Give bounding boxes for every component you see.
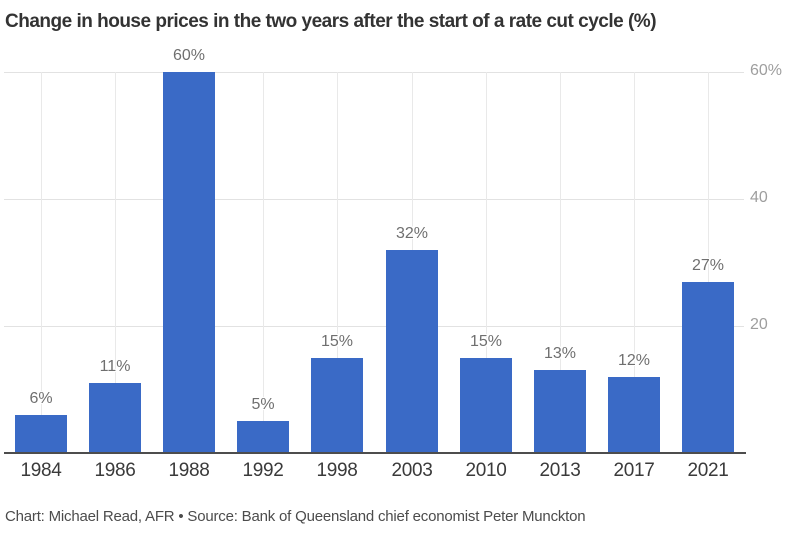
bar-value-label: 32% bbox=[395, 225, 429, 242]
horizontal-gridline bbox=[4, 72, 744, 73]
vertical-gridline bbox=[115, 72, 116, 452]
chart-source-note: Chart: Michael Read, AFR • Source: Bank … bbox=[5, 508, 586, 525]
x-tick-label: 1984 bbox=[20, 460, 62, 481]
bar bbox=[682, 282, 734, 453]
vertical-gridline bbox=[337, 72, 338, 452]
bar bbox=[311, 358, 363, 453]
bar-value-label: 15% bbox=[469, 333, 503, 350]
bar-value-label: 13% bbox=[543, 345, 577, 362]
x-tick-label: 1988 bbox=[168, 460, 210, 481]
x-tick-label: 1986 bbox=[94, 460, 136, 481]
bar bbox=[163, 72, 215, 453]
bar bbox=[237, 421, 289, 453]
bar-value-label: 27% bbox=[691, 257, 725, 274]
y-tick-label: 60% bbox=[750, 62, 783, 79]
bar bbox=[89, 383, 141, 453]
x-tick-label: 1992 bbox=[242, 460, 284, 481]
bar bbox=[15, 415, 67, 453]
bar-value-label: 12% bbox=[617, 352, 651, 369]
x-tick-label: 2010 bbox=[465, 460, 507, 481]
bar-value-label: 6% bbox=[29, 390, 53, 407]
vertical-gridline bbox=[486, 72, 487, 452]
x-tick-label: 2003 bbox=[391, 460, 433, 481]
x-tick-label: 2013 bbox=[539, 460, 581, 481]
vertical-gridline bbox=[708, 72, 709, 452]
horizontal-gridline bbox=[4, 199, 744, 200]
bar bbox=[534, 370, 586, 453]
y-tick-label: 20 bbox=[750, 316, 768, 333]
bar-value-label: 15% bbox=[320, 333, 354, 350]
x-tick-label: 1998 bbox=[316, 460, 358, 481]
vertical-gridline bbox=[41, 72, 42, 452]
bar bbox=[386, 250, 438, 453]
bar-value-label: 5% bbox=[251, 396, 275, 413]
x-tick-label: 2017 bbox=[613, 460, 655, 481]
bar bbox=[608, 377, 660, 453]
bar-value-label: 11% bbox=[99, 358, 131, 375]
y-tick-label: 40 bbox=[750, 189, 768, 206]
x-axis-line bbox=[4, 452, 746, 454]
bar-value-label: 60% bbox=[172, 47, 206, 64]
horizontal-gridline bbox=[4, 326, 744, 327]
vertical-gridline bbox=[263, 72, 264, 452]
bar bbox=[460, 358, 512, 453]
vertical-gridline bbox=[634, 72, 635, 452]
x-tick-label: 2021 bbox=[687, 460, 729, 481]
vertical-gridline bbox=[560, 72, 561, 452]
chart-title: Change in house prices in the two years … bbox=[5, 11, 657, 32]
